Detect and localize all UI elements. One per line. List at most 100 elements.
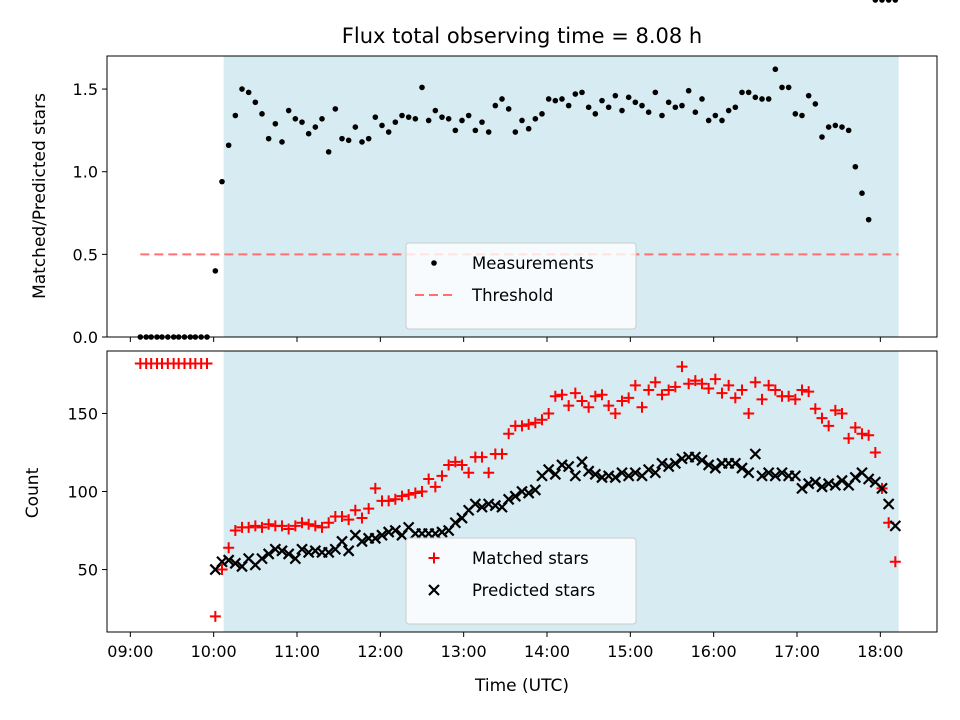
data-point — [596, 389, 608, 401]
data-point — [729, 457, 742, 470]
data-point — [709, 373, 721, 385]
data-point — [645, 109, 652, 115]
x-tick-label: 13:00 — [441, 642, 487, 661]
data-point — [622, 470, 635, 482]
data-point — [389, 493, 401, 505]
data-point — [799, 112, 805, 119]
data-point — [303, 518, 315, 530]
data-point — [856, 428, 868, 440]
data-point — [742, 466, 755, 479]
data-point — [679, 102, 685, 109]
data-point — [865, 216, 872, 223]
data-point — [625, 94, 632, 101]
ratio-panel: 0.0 0.5 1.0 1.5 Measurements Threshold — [73, 0, 938, 347]
data-point — [499, 96, 505, 102]
data-point — [463, 467, 475, 479]
y-tick-label: 50 — [78, 561, 98, 580]
data-point — [523, 418, 535, 430]
data-point — [889, 520, 902, 532]
data-point — [619, 107, 625, 114]
data-point — [656, 457, 668, 470]
data-point — [432, 107, 439, 114]
data-point — [763, 379, 775, 391]
data-point — [483, 467, 495, 479]
data-point — [552, 97, 559, 104]
data-point — [363, 503, 375, 515]
data-point — [276, 545, 288, 557]
data-point — [723, 379, 735, 391]
data-point — [643, 384, 655, 396]
data-point — [749, 376, 761, 388]
data-point — [423, 473, 435, 485]
data-point — [312, 124, 319, 130]
data-point — [256, 521, 268, 533]
data-point — [825, 124, 832, 130]
data-point — [485, 129, 492, 135]
legend-label: Matched stars — [472, 549, 589, 568]
data-point — [662, 460, 675, 473]
data-point — [556, 389, 568, 401]
y-tick-label: 1.5 — [73, 80, 98, 99]
data-point — [805, 92, 812, 99]
data-point — [219, 178, 225, 185]
data-point — [309, 520, 321, 532]
data-point — [756, 470, 768, 482]
data-point — [516, 485, 528, 498]
data-point — [239, 86, 245, 92]
data-point — [282, 548, 295, 560]
data-point — [836, 407, 848, 419]
y-tick-label: 1.0 — [73, 163, 98, 182]
y-axis-label-ratio: Matched/Predicted stars — [30, 93, 50, 299]
data-point — [872, 0, 879, 3]
data-point — [892, 0, 899, 3]
data-point — [285, 107, 292, 114]
data-point — [209, 610, 221, 622]
data-point — [672, 104, 679, 111]
data-point — [863, 429, 875, 441]
x-tick-label: 15:00 — [607, 642, 653, 661]
data-point — [769, 384, 781, 396]
data-point — [449, 456, 461, 468]
data-point — [389, 524, 402, 537]
data-point — [399, 112, 405, 119]
data-point — [252, 99, 259, 106]
data-point — [629, 466, 642, 479]
data-point — [592, 111, 599, 117]
data-point — [785, 84, 792, 91]
data-point — [589, 390, 601, 402]
data-point — [876, 482, 888, 495]
data-point — [489, 499, 502, 512]
data-point — [316, 521, 328, 533]
data-point — [529, 417, 541, 429]
data-point — [605, 104, 612, 111]
data-point — [705, 117, 712, 124]
data-point — [859, 190, 865, 196]
data-point — [459, 117, 465, 124]
data-point — [569, 470, 582, 482]
data-point — [509, 490, 522, 502]
data-point — [425, 117, 432, 124]
data-point — [852, 163, 859, 170]
data-point — [539, 111, 545, 117]
data-point — [562, 460, 575, 473]
data-point — [609, 471, 622, 484]
data-point — [216, 555, 228, 568]
data-point — [689, 451, 702, 463]
data-point — [832, 122, 839, 129]
data-point — [225, 142, 232, 149]
data-point — [696, 378, 708, 390]
y-tick-label: 0.0 — [73, 328, 98, 347]
data-point — [759, 96, 765, 102]
data-point — [456, 459, 468, 471]
data-point — [803, 386, 815, 398]
data-point — [403, 489, 415, 501]
data-point — [222, 554, 235, 566]
data-point — [736, 384, 748, 396]
data-point — [739, 89, 745, 96]
data-point — [376, 529, 388, 541]
data-point — [443, 459, 455, 471]
data-point — [849, 471, 862, 484]
data-point — [536, 414, 548, 426]
x-tick-label: 18:00 — [857, 642, 903, 661]
data-point — [843, 432, 855, 444]
